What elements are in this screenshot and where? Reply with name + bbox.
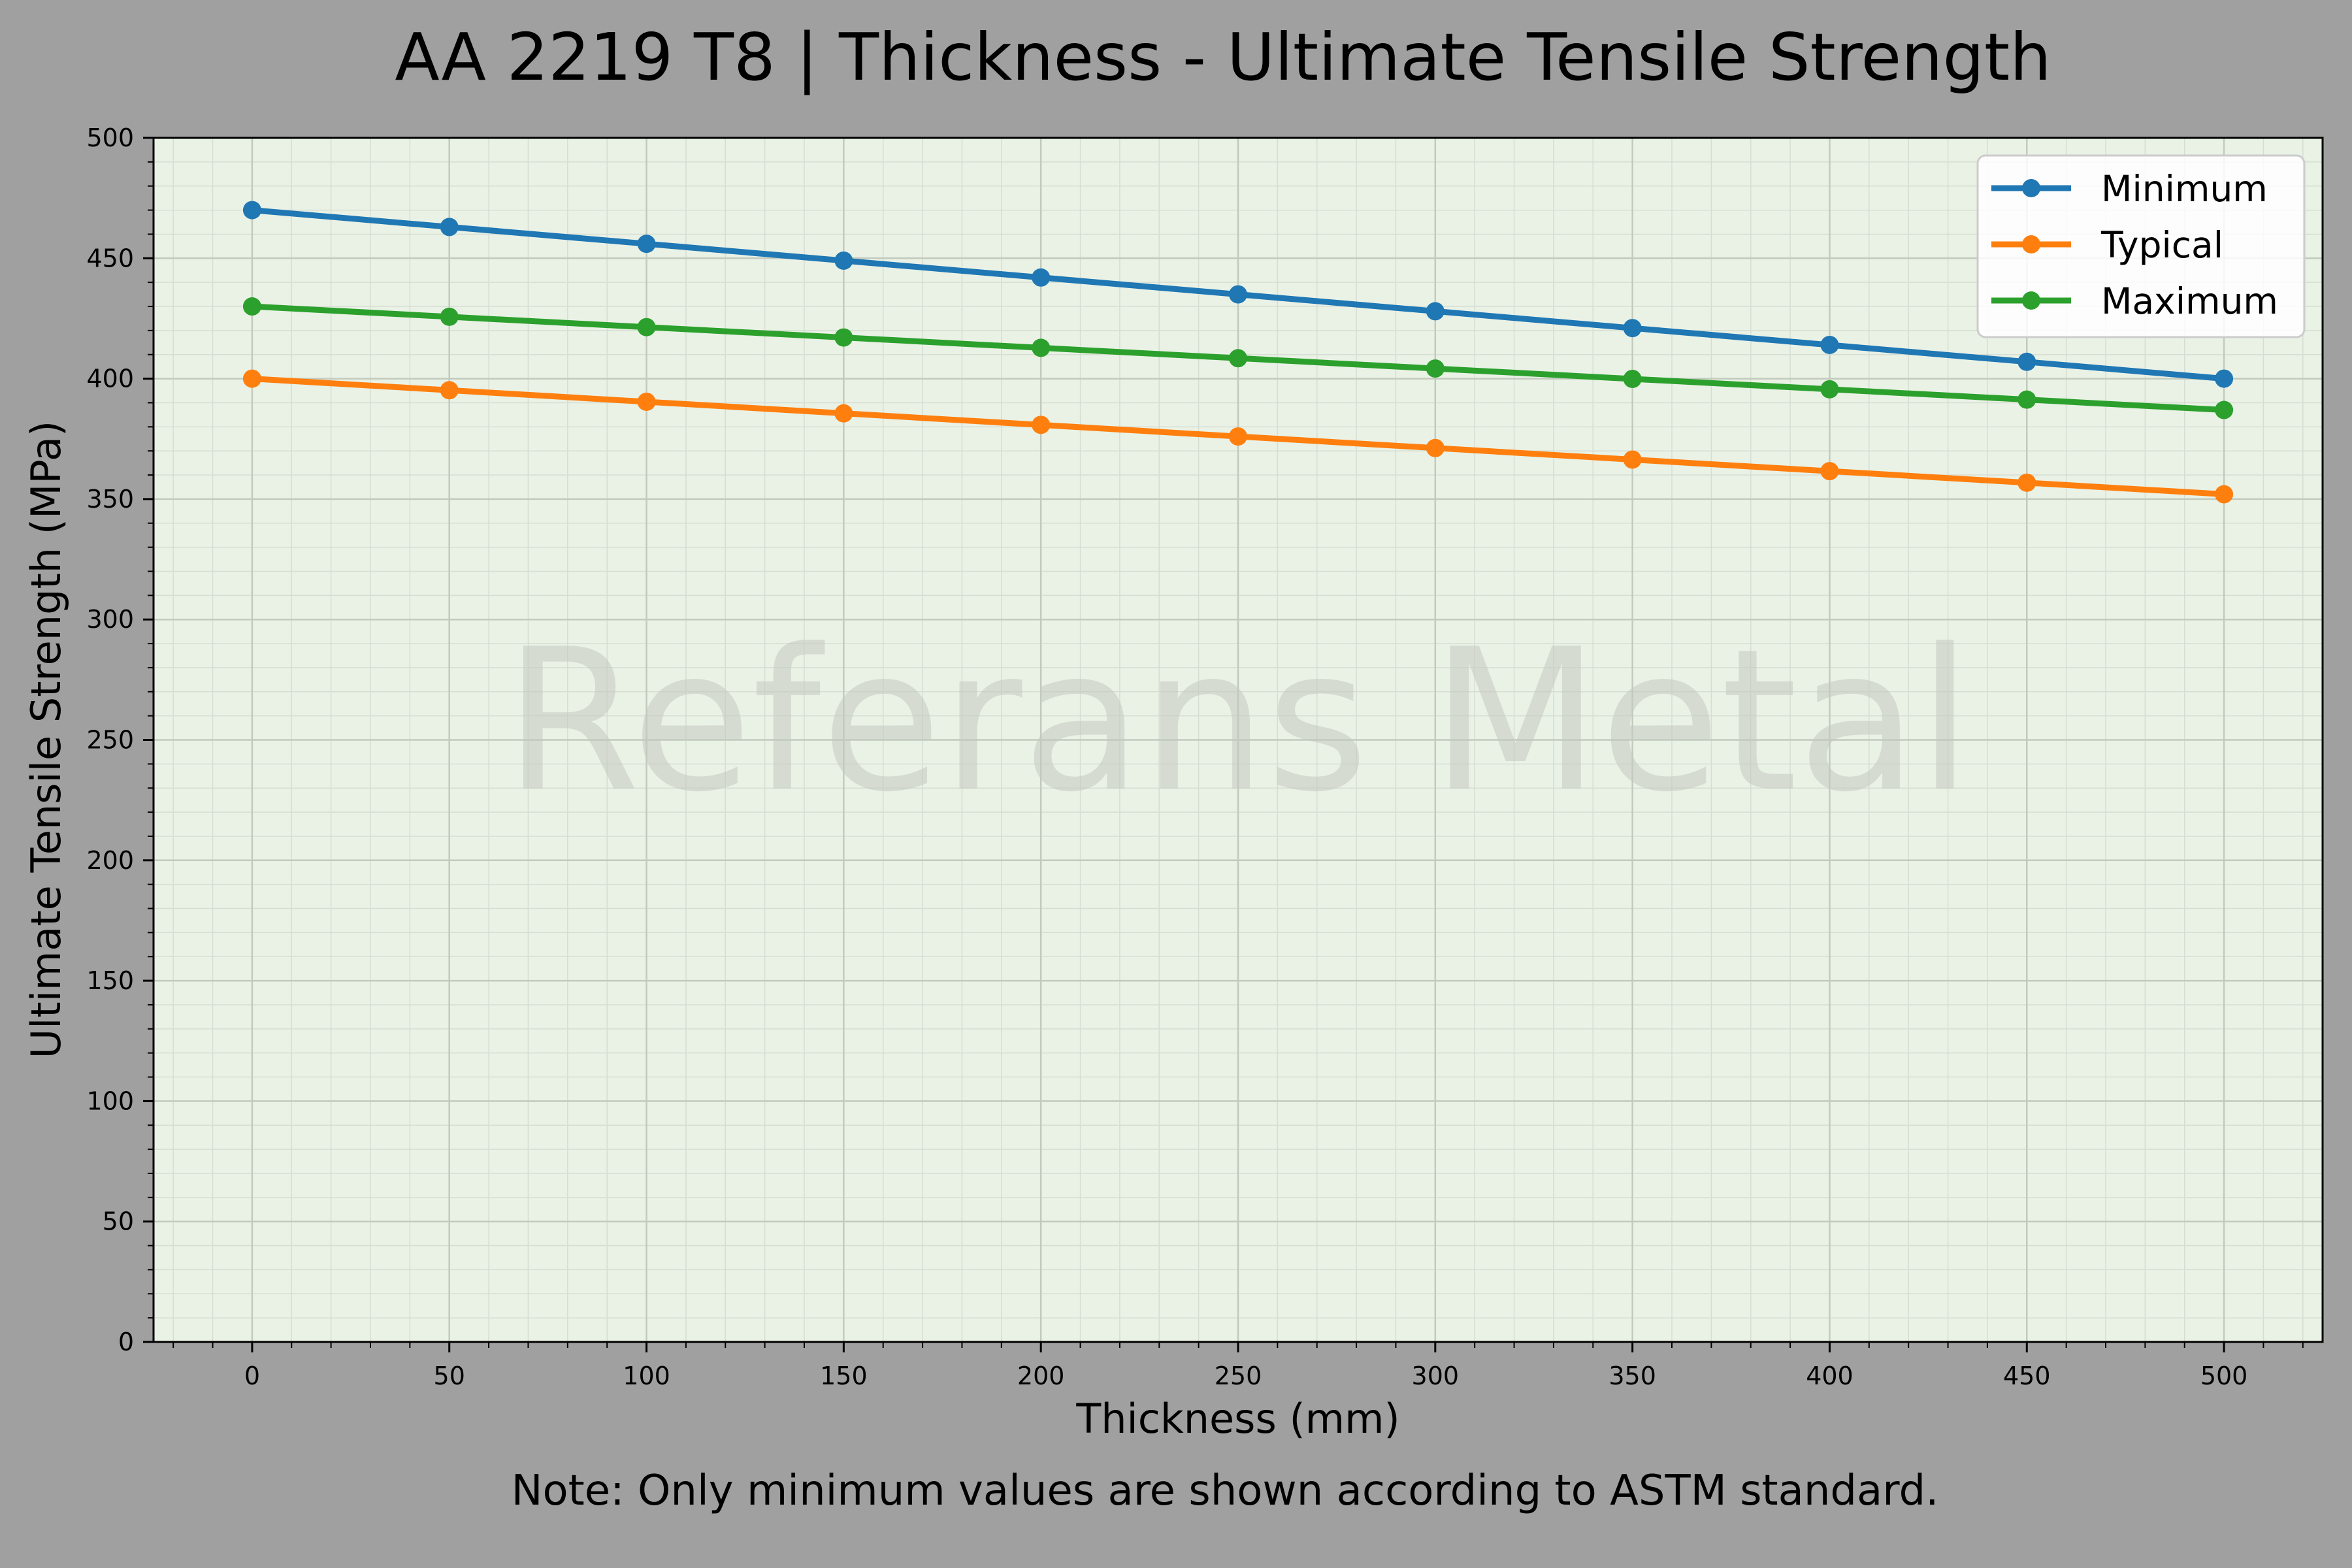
- watermark: Referans Metal: [504, 607, 1972, 835]
- data-point-typical: [1032, 416, 1051, 434]
- x-tick-label: 100: [623, 1362, 670, 1390]
- data-point-minimum: [1820, 335, 1839, 354]
- x-tick-label: 500: [2200, 1362, 2248, 1390]
- y-tick-label: 500: [86, 123, 134, 152]
- data-point-maximum: [1229, 349, 1247, 368]
- data-point-maximum: [242, 297, 261, 316]
- series-maximum: [242, 297, 2234, 419]
- x-tick-label: 200: [1017, 1362, 1065, 1390]
- x-tick-label: 450: [2003, 1362, 2051, 1390]
- data-point-typical: [2215, 485, 2234, 504]
- data-point-typical: [1820, 462, 1839, 481]
- data-point-typical: [440, 381, 459, 400]
- data-point-typical: [834, 404, 853, 423]
- y-axis-label: Ultimate Tensile Strength (MPa): [22, 421, 70, 1058]
- data-point-minimum: [242, 201, 261, 220]
- data-point-minimum: [1623, 319, 1642, 338]
- data-point-maximum: [440, 307, 459, 326]
- y-tick-label: 200: [86, 846, 134, 875]
- data-point-typical: [637, 392, 656, 411]
- x-tick-label: 400: [1806, 1362, 1854, 1390]
- data-point-typical: [1229, 427, 1247, 446]
- legend-marker-typical: [2022, 235, 2040, 253]
- data-point-minimum: [1426, 302, 1445, 321]
- legend-box: [1976, 154, 2306, 338]
- y-tick-label: 250: [86, 726, 134, 755]
- data-point-minimum: [637, 235, 656, 253]
- footnote: Note: Only minimum values are shown acco…: [512, 1467, 1939, 1515]
- x-tick-label: 250: [1215, 1362, 1262, 1390]
- x-tick-label: 50: [434, 1362, 465, 1390]
- chart-title: AA 2219 T8 | Thickness - Ultimate Tensil…: [395, 19, 2051, 95]
- data-point-typical: [242, 369, 261, 388]
- y-tick-label: 150: [86, 966, 134, 995]
- data-point-maximum: [2017, 390, 2036, 409]
- data-point-minimum: [834, 251, 853, 270]
- x-tick-label: 150: [820, 1362, 868, 1390]
- legend: Minimum Typical Maximum: [1976, 154, 2306, 338]
- data-point-minimum: [440, 218, 459, 237]
- major-grid: [154, 138, 2323, 1342]
- data-point-maximum: [2215, 400, 2234, 419]
- series-typical: [242, 369, 2234, 504]
- x-axis-label: Thickness (mm): [1075, 1395, 1399, 1443]
- data-point-maximum: [1426, 359, 1445, 378]
- y-tick-label: 100: [86, 1086, 134, 1115]
- x-tick-label: 0: [244, 1362, 260, 1390]
- data-point-typical: [1426, 438, 1445, 457]
- data-point-maximum: [1623, 369, 1642, 388]
- legend-marker-minimum: [2022, 179, 2040, 197]
- data-point-typical: [1623, 450, 1642, 469]
- data-point-minimum: [1032, 268, 1051, 287]
- data-point-maximum: [1820, 380, 1839, 399]
- legend-marker-maximum: [2022, 291, 2040, 310]
- data-point-minimum: [1229, 285, 1247, 304]
- data-point-maximum: [637, 318, 656, 336]
- x-tick-label: 350: [1609, 1362, 1656, 1390]
- series-layer: [242, 201, 2234, 504]
- data-point-typical: [2017, 473, 2036, 492]
- y-tick-label: 0: [118, 1328, 134, 1356]
- x-axis: 0 50 100 150 200 250 300 350 400 450 500: [172, 1342, 2304, 1390]
- data-point-minimum: [2215, 369, 2234, 388]
- legend-label-typical: Typical: [2100, 224, 2223, 266]
- y-tick-label: 350: [86, 485, 134, 514]
- legend-label-minimum: Minimum: [2101, 168, 2268, 210]
- legend-label-maximum: Maximum: [2101, 280, 2278, 322]
- data-point-minimum: [2017, 352, 2036, 371]
- x-tick-label: 300: [1412, 1362, 1460, 1390]
- y-tick-label: 300: [86, 605, 134, 634]
- series-minimum: [242, 201, 2234, 388]
- y-axis: 0 50 100 150 200 250 300 350 400 450 500: [86, 123, 154, 1356]
- y-tick-label: 400: [86, 365, 134, 393]
- data-point-maximum: [834, 328, 853, 347]
- y-tick-label: 50: [103, 1207, 134, 1236]
- data-point-maximum: [1032, 338, 1051, 357]
- y-tick-label: 450: [86, 244, 134, 272]
